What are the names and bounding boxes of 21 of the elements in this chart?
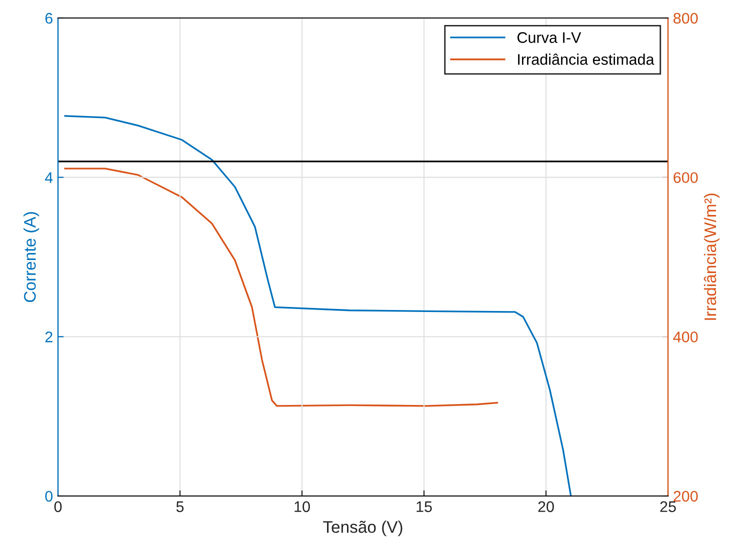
y2-tick-label: 200 [674, 490, 698, 502]
x-tick-label: 5 [176, 501, 184, 512]
legend-label: Irradiância estimada [518, 54, 654, 65]
x-tick-label: 20 [538, 501, 554, 512]
y2-tick-label: 400 [673, 332, 698, 342]
y2-tick-label: 600 [674, 172, 698, 184]
y-tick-label: 0 [45, 490, 53, 502]
legend-label: Curva I-V [517, 32, 582, 43]
x-tick-label: 0 [54, 501, 62, 512]
y2-axis-title: Irradiância(W/m²) [704, 194, 720, 320]
y-tick-label: 4 [44, 172, 53, 183]
x-tick-label: 10 [294, 501, 310, 512]
y2-tick-label: 800 [674, 12, 698, 24]
y-tick-label: 6 [45, 12, 52, 24]
line-series [64, 168, 498, 407]
x-tick-label: 15 [416, 501, 432, 512]
y-tick-label: 2 [45, 332, 52, 342]
line-series [64, 115, 572, 496]
x-tick-label: 25 [660, 501, 676, 512]
y-axis-title: Corrente (A) [24, 212, 40, 302]
x-axis-title: Tensão (V) [323, 520, 402, 536]
